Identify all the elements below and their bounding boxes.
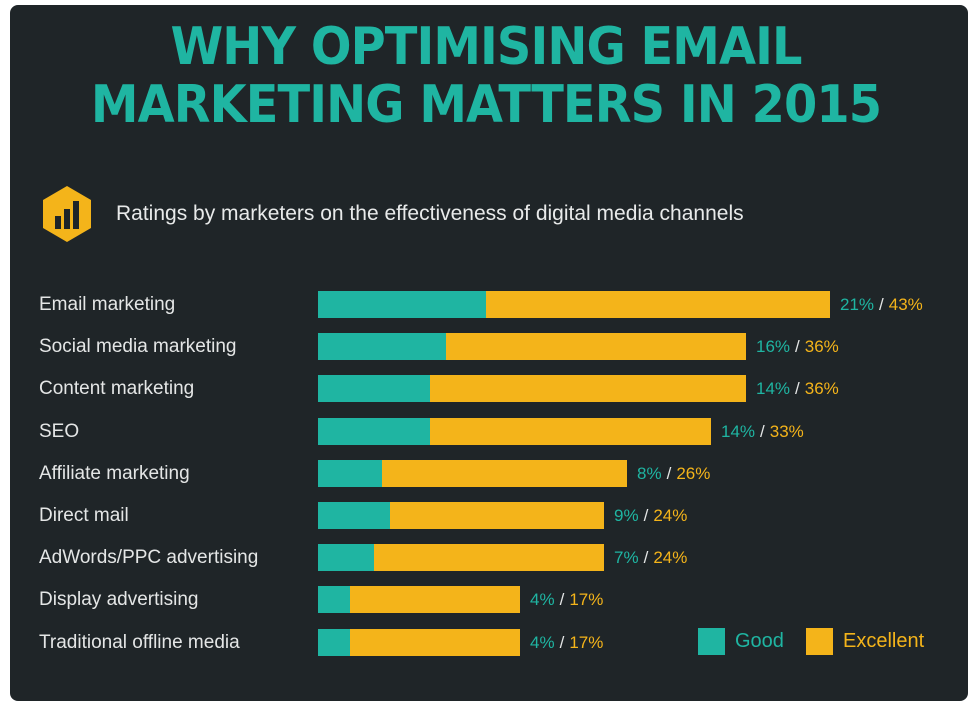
legend-good-swatch [698,628,725,655]
excellent-value: 26% [676,464,711,483]
excellent-value: 43% [888,295,923,314]
bar-good [318,333,446,360]
category-label: Social media marketing [39,336,237,357]
category-label: Email marketing [39,294,176,315]
value-label: 9%/24% [614,503,687,529]
good-value: 4% [530,590,555,609]
value-label: 14%/36% [756,376,839,402]
bar-good [318,291,486,318]
legend-excellent-swatch [806,628,833,655]
value-separator: / [559,590,565,609]
good-value: 14% [721,422,756,441]
excellent-value: 24% [653,506,688,525]
bar-chart-hexagon-icon [43,186,91,242]
good-value: 9% [614,506,639,525]
bar-good [318,418,430,445]
bar-good [318,586,350,613]
value-label: 14%/33% [721,419,804,445]
category-label: Direct mail [39,505,129,526]
bar-good [318,544,374,571]
excellent-value: 24% [653,548,688,567]
bar-excellent [318,629,520,656]
good-value: 14% [756,379,791,398]
legend-good-label: Good [735,630,784,652]
excellent-value: 36% [804,379,839,398]
category-label: SEO [39,421,80,442]
legend-excellent-label: Excellent [843,630,925,652]
page-title: WHY OPTIMISING EMAIL MARKETING MATTERS I… [39,18,933,134]
title-line-2: MARKETING MATTERS IN 2015 [90,75,882,135]
good-value: 8% [637,464,662,483]
value-label: 21%/43% [840,292,923,318]
category-label: AdWords/PPC advertising [39,547,259,568]
excellent-value: 36% [804,337,839,356]
value-separator: / [643,548,649,567]
bar-good [318,502,390,529]
excellent-value: 17% [569,590,604,609]
value-separator: / [666,464,672,483]
good-value: 4% [530,633,555,652]
excellent-value: 17% [569,633,604,652]
value-label: 8%/26% [637,461,710,487]
bar-good [318,460,382,487]
value-separator: / [760,422,765,441]
category-label: Content marketing [39,378,195,399]
value-separator: / [795,337,800,356]
chart-subtitle: Ratings by marketers on the effectivenes… [116,202,744,225]
value-label: 4%/17% [530,630,603,656]
title-line-1: WHY OPTIMISING EMAIL [170,17,802,77]
good-value: 16% [756,337,791,356]
subtitle-row: Ratings by marketers on the effectivenes… [38,186,744,242]
good-value: 7% [614,548,639,567]
category-label: Affiliate marketing [39,463,190,484]
value-separator: / [559,633,565,652]
good-value: 21% [840,295,875,314]
excellent-value: 33% [769,422,804,441]
value-separator: / [643,506,649,525]
value-label: 7%/24% [614,545,687,571]
bar-good [318,375,430,402]
value-separator: / [879,295,884,314]
value-label: 4%/17% [530,587,603,613]
category-label: Display advertising [39,589,199,610]
bar-good [318,629,350,656]
bar-excellent [318,586,520,613]
value-label: 16%/36% [756,334,839,360]
value-separator: / [795,379,800,398]
category-label: Traditional offline media [39,632,240,653]
